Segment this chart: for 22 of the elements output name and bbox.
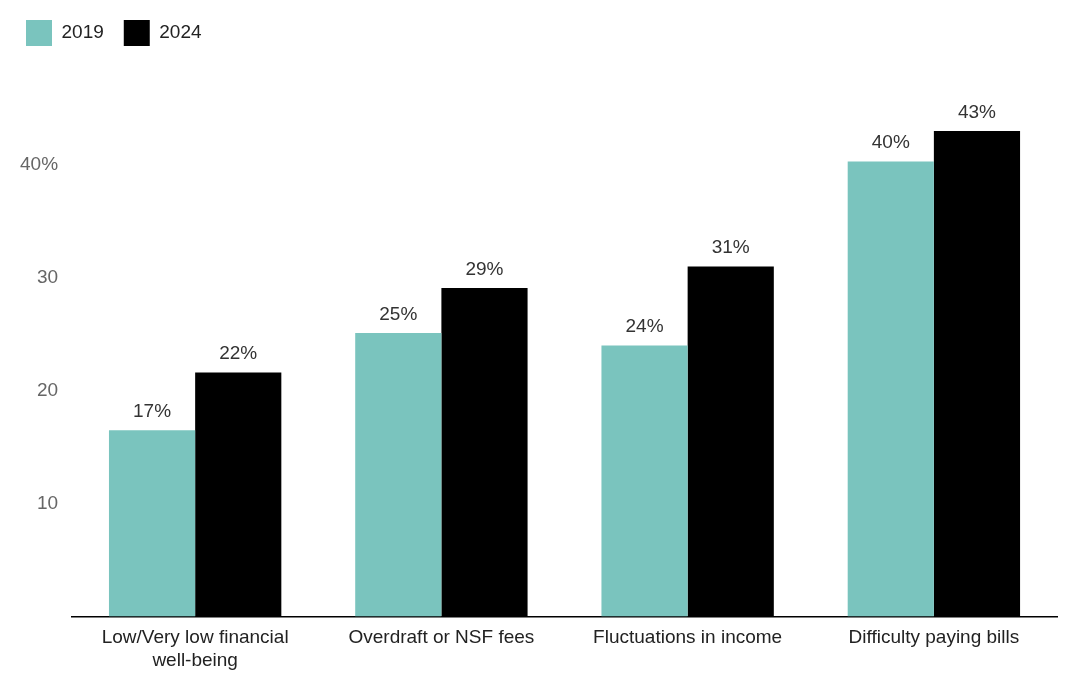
data-label: 40% <box>871 131 910 153</box>
y-tick-label: 10 <box>36 491 59 513</box>
data-label: 17% <box>133 399 172 421</box>
x-tick-label: Difficulty paying bills <box>848 626 1020 648</box>
bar <box>601 345 688 617</box>
data-label: 24% <box>625 315 664 337</box>
legend-label: 2024 <box>159 21 202 43</box>
y-tick-label: 40% <box>20 153 59 175</box>
data-label: 31% <box>711 236 750 258</box>
data-label: 43% <box>957 100 997 122</box>
bar <box>108 430 196 617</box>
x-tick-label: Overdraft or NSF fees <box>348 626 535 648</box>
data-label: 22% <box>219 342 258 364</box>
bar <box>847 161 934 617</box>
legend-label: 2019 <box>61 21 104 43</box>
data-label: 29% <box>465 257 504 279</box>
y-tick-label: 20 <box>36 378 59 400</box>
x-tick-label: Low/Very low financial well-being <box>101 626 289 670</box>
x-tick-label: Fluctuations in income <box>593 626 783 648</box>
bar <box>355 333 442 617</box>
y-tick-label: 30 <box>36 265 59 287</box>
data-label: 25% <box>379 302 418 324</box>
